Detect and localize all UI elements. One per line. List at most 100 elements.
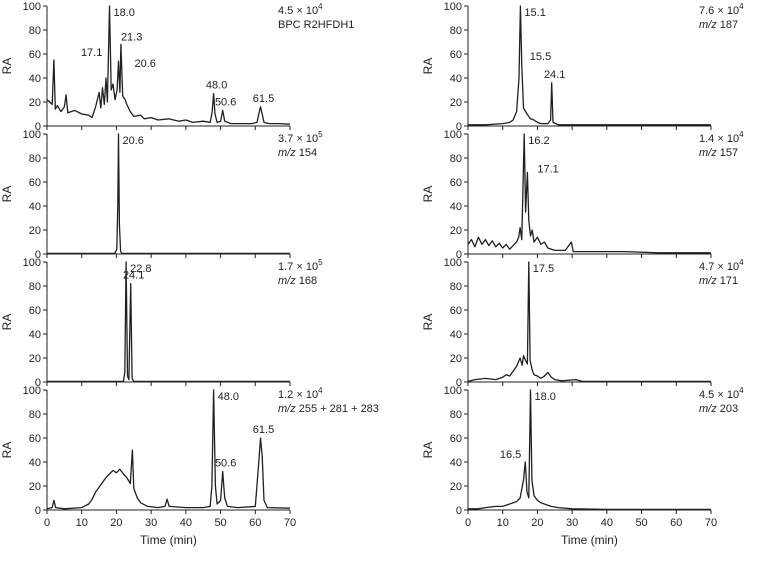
y-tick-label: 100 [444, 129, 462, 141]
intensity-label: 7.6 × 104 [699, 2, 744, 17]
trace-name-label: m/z 157 [699, 147, 738, 159]
chromatogram-trace [46, 389, 291, 510]
y-tick-label: 100 [23, 1, 41, 13]
intensity-exponent: 5 [318, 258, 323, 267]
y-tick-label: 100 [23, 129, 41, 141]
peak-label: 61.5 [253, 93, 274, 105]
intensity-exponent: 4 [739, 2, 744, 11]
intensity-label: 4.5 × 104 [278, 2, 323, 17]
y-tick-label: 20 [450, 225, 462, 237]
y-tick-label: 80 [450, 409, 462, 421]
intensity-label: 1.2 × 104 [278, 386, 323, 401]
intensity-exponent: 5 [318, 130, 323, 139]
y-axis-label: RA [421, 58, 435, 75]
y-tick-label: 80 [29, 153, 41, 165]
intensity-mantissa: 7.6 × 10 [699, 5, 739, 17]
intensity-label: 3.7 × 105 [278, 130, 323, 145]
y-tick-label: 100 [444, 1, 462, 13]
mz-values: 168 [296, 275, 317, 287]
intensity-exponent: 4 [318, 2, 323, 11]
y-tick-label: 80 [29, 409, 41, 421]
y-tick-label: 40 [29, 201, 41, 213]
x-tick-label: 10 [76, 517, 88, 529]
peak-label: 50.6 [215, 458, 236, 470]
peak-label: 50.6 [215, 96, 236, 108]
y-tick-label: 20 [29, 353, 41, 365]
y-tick-label: 40 [450, 73, 462, 85]
peak-label: 16.2 [528, 135, 549, 147]
peak-label: 48.0 [206, 80, 227, 92]
y-tick-label: 0 [456, 505, 462, 517]
chromatogram-panel: 0 20 40 60 80 100 RA 18.0 21.3 17.1 20.6 48.0 50.6 61… [0, 1, 354, 133]
y-tick-label: 0 [35, 121, 41, 133]
y-tick-label: 0 [35, 377, 41, 389]
intensity-label: 4.5 × 104 [699, 386, 744, 401]
y-tick-label: 60 [29, 177, 41, 189]
intensity-mantissa: 4.7 × 10 [699, 261, 739, 273]
mz-values: 154 [296, 147, 317, 159]
peak-label: 15.1 [524, 7, 545, 19]
y-tick-label: 60 [29, 305, 41, 317]
peak-label: 20.6 [123, 135, 144, 147]
y-tick-label: 20 [29, 97, 41, 109]
intensity-mantissa: 1.4 × 10 [699, 133, 739, 145]
intensity-exponent: 4 [739, 386, 744, 395]
x-axis-label: Time (min) [561, 533, 618, 547]
mz-values: 187 [717, 19, 738, 31]
intensity-mantissa: 3.7 × 10 [278, 133, 318, 145]
trace-name-label: m/z 203 [699, 403, 738, 415]
intensity-exponent: 4 [318, 386, 323, 395]
chromatogram-trace [467, 133, 711, 254]
y-tick-label: 0 [456, 121, 462, 133]
peak-label: 48.0 [218, 391, 239, 403]
chromatogram-trace [46, 5, 291, 125]
peak-label: 15.5 [530, 51, 551, 63]
peak-label: 21.3 [121, 31, 142, 43]
y-tick-label: 20 [450, 481, 462, 493]
trace-name-label: m/z 154 [278, 147, 317, 159]
mz-prefix: m/z [699, 147, 717, 159]
x-tick-label: 30 [145, 517, 157, 529]
y-axis-label: RA [421, 442, 435, 459]
x-tick-label: 0 [465, 517, 471, 529]
x-tick-label: 60 [670, 517, 682, 529]
y-tick-label: 100 [444, 385, 462, 397]
y-tick-label: 100 [23, 385, 41, 397]
y-tick-label: 80 [450, 281, 462, 293]
y-tick-label: 40 [29, 73, 41, 85]
intensity-label: 1.4 × 104 [699, 130, 744, 145]
y-tick-label: 60 [450, 305, 462, 317]
trace-name-label: m/z 171 [699, 275, 738, 287]
mz-values: 157 [717, 147, 738, 159]
x-tick-label: 20 [110, 517, 122, 529]
peak-label: 17.1 [537, 163, 558, 175]
y-tick-label: 40 [29, 329, 41, 341]
peak-label: 18.0 [534, 391, 555, 403]
y-axis-label: RA [421, 186, 435, 203]
y-tick-label: 100 [444, 257, 462, 269]
mz-prefix: m/z [278, 275, 296, 287]
y-tick-label: 40 [450, 457, 462, 469]
trace-name-label: BPC R2HFDH1 [278, 19, 354, 31]
y-tick-label: 60 [450, 433, 462, 445]
y-tick-label: 20 [450, 97, 462, 109]
mz-prefix: m/z [278, 403, 296, 415]
x-tick-label: 40 [180, 517, 192, 529]
y-tick-label: 60 [450, 49, 462, 61]
y-axis-label: RA [0, 314, 14, 331]
x-tick-label: 50 [635, 517, 647, 529]
peak-label: 61.5 [253, 424, 274, 436]
y-tick-label: 80 [29, 25, 41, 37]
intensity-exponent: 4 [739, 130, 744, 139]
trace-name-label: m/z 255 + 281 + 283 [278, 403, 379, 415]
intensity-mantissa: 1.7 × 10 [278, 261, 318, 273]
mz-prefix: m/z [278, 147, 296, 159]
y-tick-label: 100 [23, 257, 41, 269]
x-tick-label: 60 [249, 517, 261, 529]
